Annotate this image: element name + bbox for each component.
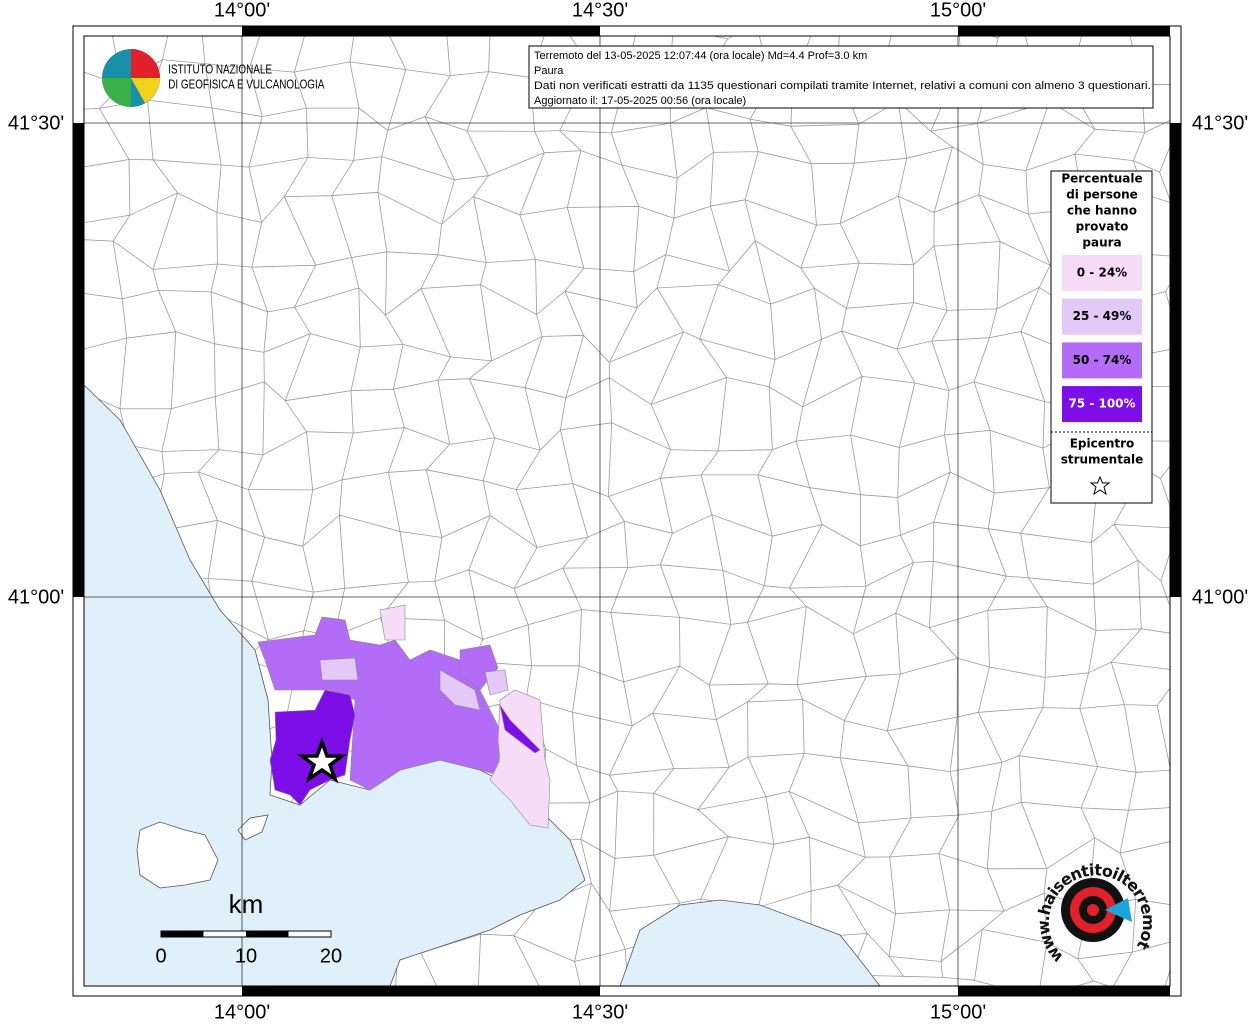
- frame-bar: [1170, 123, 1181, 597]
- wm-ring: [1087, 904, 1099, 916]
- legend-star: [1089, 475, 1111, 496]
- lon-label: 14°00': [214, 0, 270, 21]
- scale-unit: km: [229, 889, 264, 919]
- frame-bar: [958, 986, 1170, 996]
- lon-label: 15°00': [930, 1001, 986, 1023]
- region: [484, 669, 509, 696]
- scale-segment: [246, 931, 289, 937]
- scale-segment: [161, 931, 204, 937]
- legend-frame: [1050, 170, 1153, 504]
- legend-swatch: [1062, 386, 1142, 423]
- epicenter-star: [296, 736, 348, 784]
- legend-swatch: [1062, 342, 1142, 379]
- lon-label: 15°00': [930, 0, 986, 21]
- info-frame: [528, 45, 1154, 109]
- frame-bar: [242, 26, 600, 36]
- legend-title: paura: [1082, 236, 1121, 250]
- legend-label: 25 - 49%: [1073, 309, 1132, 323]
- logo-part: [131, 49, 160, 78]
- info-line: Paura: [534, 65, 564, 77]
- frame: [72, 25, 1182, 997]
- scale-label: 10: [235, 945, 257, 967]
- info-line: Dati non verificati estratti da 1135 que…: [534, 80, 1151, 92]
- legend-label: 0 - 24%: [1077, 266, 1127, 280]
- axis-labels: 14°00' 14°30' 15°00' 14°00' 14°30' 15°00…: [8, 0, 1248, 1023]
- region: [439, 669, 481, 711]
- scale-bar: km 0 10 20: [155, 889, 342, 967]
- legend-title: che hanno: [1067, 204, 1137, 218]
- lon-label: 14°00': [214, 1001, 270, 1023]
- legend-epicenter: strumentale: [1061, 453, 1144, 467]
- sea: [619, 899, 881, 986]
- legend-epicenter: Epicentro: [1070, 437, 1135, 451]
- region: [379, 604, 406, 641]
- legend-title: di persone: [1066, 188, 1138, 202]
- legend-label: 50 - 74%: [1073, 353, 1132, 367]
- island: [237, 814, 269, 841]
- frame-bar: [242, 986, 600, 996]
- legend-swatch: [1062, 298, 1142, 335]
- scale-label: 20: [320, 945, 342, 967]
- logo-part: [102, 78, 131, 107]
- sea-layer: [84, 384, 881, 986]
- logo-part: [131, 78, 160, 103]
- frame-bar: [73, 123, 84, 597]
- lon-label: 14°30': [572, 1001, 628, 1023]
- logo-text: DI GEOFISICA E VULCANOLOGIA: [168, 78, 324, 91]
- logo-text: ISTITUTO NAZIONALE: [168, 63, 272, 76]
- lat-label: 41°00': [8, 586, 64, 608]
- logo: ISTITUTO NAZIONALE DI GEOFISICA E VULCAN…: [102, 49, 325, 107]
- island: [136, 821, 219, 889]
- info-box: Terremoto del 13-05-2025 12:07:44 (ora l…: [528, 45, 1154, 109]
- legend-title: Percentuale: [1061, 172, 1142, 186]
- info-line: Terremoto del 13-05-2025 12:07:44 (ora l…: [534, 50, 867, 62]
- grid: [84, 36, 1170, 986]
- lat-label: 41°30': [1192, 112, 1248, 134]
- legend: Epicentro Percentuale di persone che hanno…: [1050, 170, 1153, 504]
- frame-bar: [958, 26, 1170, 36]
- legend-swatch: [1062, 255, 1142, 291]
- legend-label: 75 - 100%: [1068, 397, 1135, 411]
- lat-label: 41°30': [8, 112, 64, 134]
- lat-label: 41°00': [1192, 586, 1248, 608]
- legend-title: provato: [1076, 220, 1129, 234]
- info-line: Aggiornato il: 17-05-2025 00:56 (ora loc…: [534, 95, 746, 107]
- scale-label: 0: [155, 945, 166, 967]
- region: [499, 704, 541, 754]
- region: [319, 657, 359, 681]
- lon-label: 14°30': [572, 0, 628, 21]
- wm-speaker: [1105, 898, 1132, 922]
